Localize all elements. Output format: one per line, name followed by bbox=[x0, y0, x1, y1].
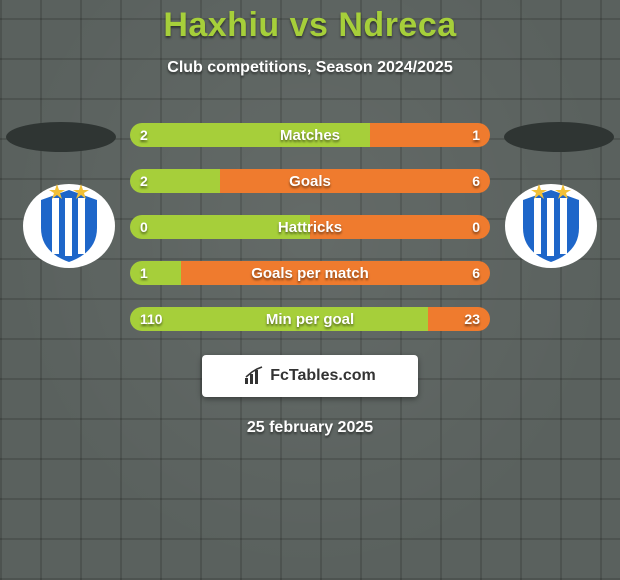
fctables-logo: FcTables.com bbox=[202, 355, 418, 397]
stat-row: Hattricks0 0 bbox=[130, 215, 490, 239]
bar-chart-icon bbox=[244, 366, 264, 386]
stat-value-right: 0 bbox=[472, 215, 480, 239]
logo-text: FcTables.com bbox=[270, 367, 376, 385]
stat-row: Goals2 6 bbox=[130, 169, 490, 193]
stat-label: Matches bbox=[130, 123, 490, 147]
player-right-shadow bbox=[504, 122, 614, 152]
stat-label: Min per goal bbox=[130, 307, 490, 331]
stat-label: Goals bbox=[130, 169, 490, 193]
club-badge-left bbox=[18, 176, 120, 268]
stat-value-left: 0 bbox=[140, 215, 148, 239]
stat-label: Hattricks bbox=[130, 215, 490, 239]
stat-label: Goals per match bbox=[130, 261, 490, 285]
subtitle: Club competitions, Season 2024/2025 bbox=[0, 59, 620, 77]
stat-value-right: 6 bbox=[472, 169, 480, 193]
stat-row: Matches2 1 bbox=[130, 123, 490, 147]
stat-row: Goals per match1 6 bbox=[130, 261, 490, 285]
club-badge-right bbox=[500, 176, 602, 268]
stat-value-left: 2 bbox=[140, 169, 148, 193]
page-title: Haxhiu vs Ndreca bbox=[0, 0, 620, 45]
stat-value-right: 1 bbox=[472, 123, 480, 147]
stat-value-left: 1 bbox=[140, 261, 148, 285]
stat-value-left: 110 bbox=[140, 307, 163, 331]
stat-value-right: 6 bbox=[472, 261, 480, 285]
player-left-shadow bbox=[6, 122, 116, 152]
stat-row: Min per goal110 23 bbox=[130, 307, 490, 331]
stat-value-left: 2 bbox=[140, 123, 148, 147]
stat-value-right: 23 bbox=[464, 307, 480, 331]
date-text: 25 february 2025 bbox=[0, 419, 620, 437]
